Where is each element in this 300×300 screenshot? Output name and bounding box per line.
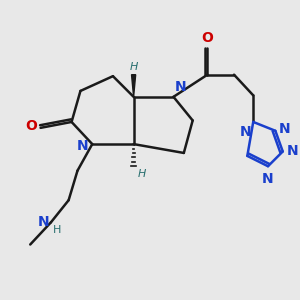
Text: N: N — [279, 122, 290, 136]
Text: N: N — [262, 172, 274, 186]
Text: O: O — [202, 31, 213, 45]
Text: N: N — [286, 145, 298, 158]
Text: O: O — [26, 119, 38, 134]
Text: N: N — [38, 215, 50, 230]
Text: N: N — [175, 80, 187, 94]
Text: H: H — [53, 225, 62, 235]
Text: N: N — [77, 139, 89, 153]
Text: H: H — [129, 62, 138, 72]
Text: N: N — [240, 125, 252, 139]
Polygon shape — [131, 75, 136, 97]
Text: H: H — [138, 169, 146, 179]
